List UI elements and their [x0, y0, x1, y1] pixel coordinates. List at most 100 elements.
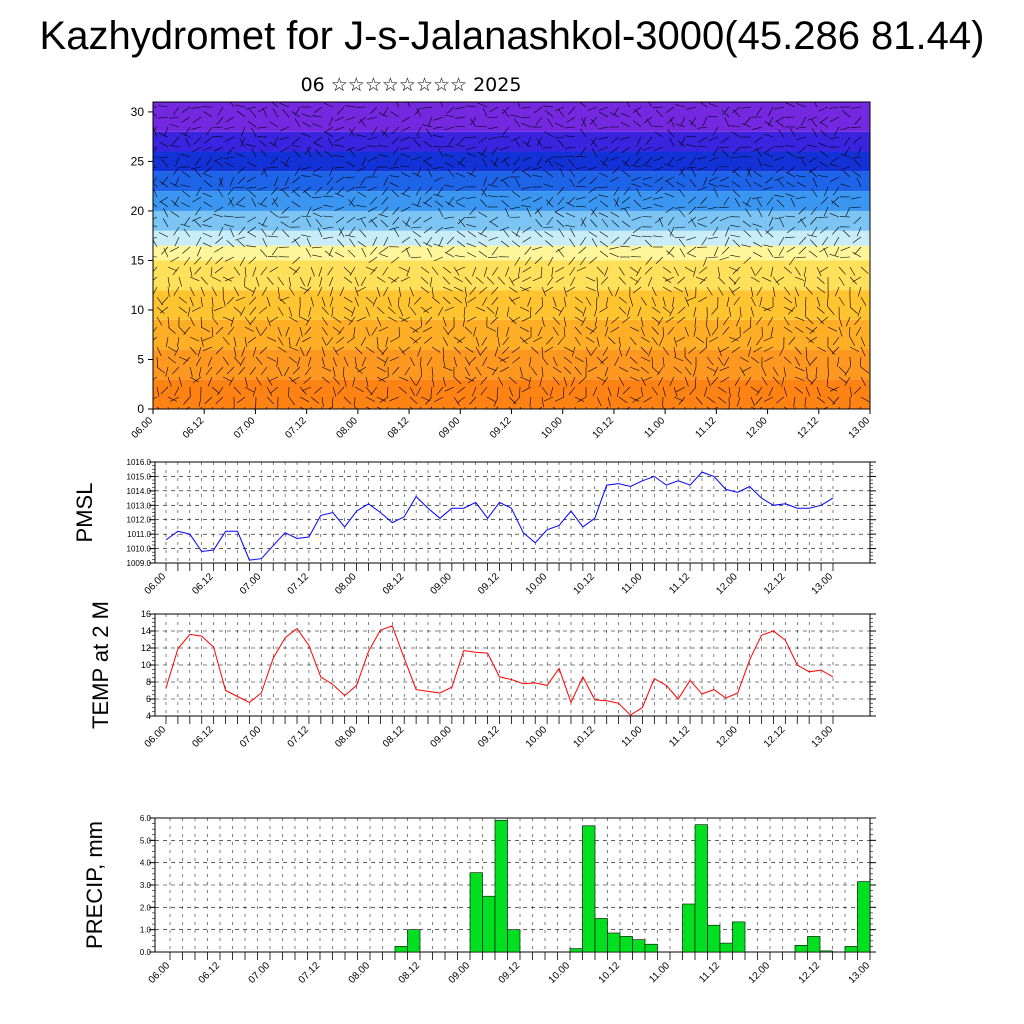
wind-barb: [653, 125, 664, 128]
wind-barb: [607, 286, 613, 297]
wind-barb: [719, 184, 730, 188]
wind-barb: [844, 146, 851, 156]
precip-xtick-label: 10.00: [547, 960, 573, 986]
wind-barb: [576, 266, 587, 272]
wind-barb: [301, 386, 312, 392]
wind-barb: [376, 336, 379, 347]
wind-barb: [272, 198, 279, 208]
wind-barb: [763, 163, 774, 168]
wind-barb: [480, 346, 488, 355]
wind-barb: [306, 206, 312, 217]
wind-barb: [215, 256, 224, 265]
wind-barb: [486, 366, 497, 372]
wind-barb: [486, 396, 496, 403]
wind-barb: [249, 366, 257, 376]
wind-barb: [216, 116, 224, 125]
pmsl-ytick-label: 1014.0: [127, 487, 152, 496]
wind-barb: [765, 226, 774, 235]
wind-barb: [277, 296, 286, 305]
wind-barb: [288, 316, 298, 323]
wind-barb: [640, 326, 645, 337]
wind-barb: [811, 188, 818, 198]
wind-barb: [367, 186, 378, 191]
wind-barb: [756, 386, 763, 396]
wind-barb: [161, 296, 169, 305]
wind-barb: [307, 147, 312, 158]
wind-barb: [173, 226, 180, 236]
wind-barb: [640, 336, 650, 343]
wind-barb: [356, 205, 367, 208]
wind-barb: [752, 196, 763, 200]
wind-barb: [826, 376, 829, 388]
wind-barb: [348, 199, 356, 208]
profile-xtick-label: 12.00: [744, 415, 770, 441]
wind-barb: [557, 108, 565, 118]
wind-barb: [600, 356, 609, 364]
wind-barb: [750, 286, 754, 297]
wind-barb: [170, 246, 180, 252]
wind-barb: [742, 201, 752, 208]
wind-barb: [706, 336, 708, 348]
wind-barb: [636, 266, 642, 277]
wind-barb: [777, 179, 785, 188]
wind-barb: [457, 136, 466, 145]
wind-barb: [224, 215, 235, 218]
wind-barb: [193, 219, 202, 228]
wind-barb: [591, 148, 598, 158]
wind-barb: [420, 286, 430, 294]
wind-barb: [673, 366, 682, 374]
wind-barb: [684, 286, 689, 297]
wind-barb: [430, 276, 433, 287]
wind-barb: [390, 336, 400, 343]
wind-barb: [844, 366, 851, 376]
wind-barb: [466, 105, 477, 108]
wind-barb: [674, 236, 686, 239]
wind-barb: [239, 356, 246, 366]
wind-barb: [640, 296, 647, 306]
wind-barb: [724, 236, 730, 247]
wind-barb: [585, 346, 592, 356]
wind-barb: [404, 366, 411, 376]
wind-barb: [379, 396, 389, 403]
wind-barb: [653, 196, 664, 200]
wind-barb: [686, 252, 697, 258]
wind-barb: [580, 146, 587, 156]
wind-barb: [409, 336, 418, 344]
wind-barb: [532, 246, 543, 251]
wind-barb: [611, 316, 620, 324]
wind-barb: [857, 146, 862, 157]
wind-barb: [522, 336, 532, 343]
wind-barb: [339, 286, 345, 297]
wind-barb: [852, 251, 862, 258]
wind-barb: [207, 376, 213, 387]
wind-barb: [535, 219, 543, 228]
wind-barb: [192, 376, 202, 384]
wind-barb: [153, 176, 158, 184]
wind-barb: [832, 336, 840, 346]
wind-barb: [299, 346, 305, 357]
wind-barb: [323, 236, 334, 239]
wind-barb: [544, 156, 554, 163]
wind-barb: [604, 326, 609, 337]
wind-barb: [672, 296, 675, 307]
wind-barb: [641, 235, 653, 238]
temp2m-ytick-label: 6: [146, 694, 151, 704]
wind-barb: [423, 326, 433, 333]
wind-barb: [618, 346, 622, 357]
wind-barb: [706, 356, 714, 366]
wind-barb: [191, 166, 202, 170]
wind-barb: [200, 296, 203, 307]
wind-barb: [763, 336, 774, 342]
wind-barb: [438, 148, 444, 158]
wind-barb: [854, 246, 862, 255]
wind-barb: [391, 126, 400, 135]
wind-barb: [511, 190, 521, 198]
wind-barb: [488, 126, 499, 130]
wind-barb: [268, 166, 279, 169]
wind-barb: [378, 112, 389, 118]
wind-barb: [323, 215, 334, 218]
wind-barb: [238, 366, 246, 375]
profile-ytick-label: 20: [131, 204, 145, 218]
wind-barb: [368, 206, 378, 213]
wind-barb: [706, 406, 711, 409]
